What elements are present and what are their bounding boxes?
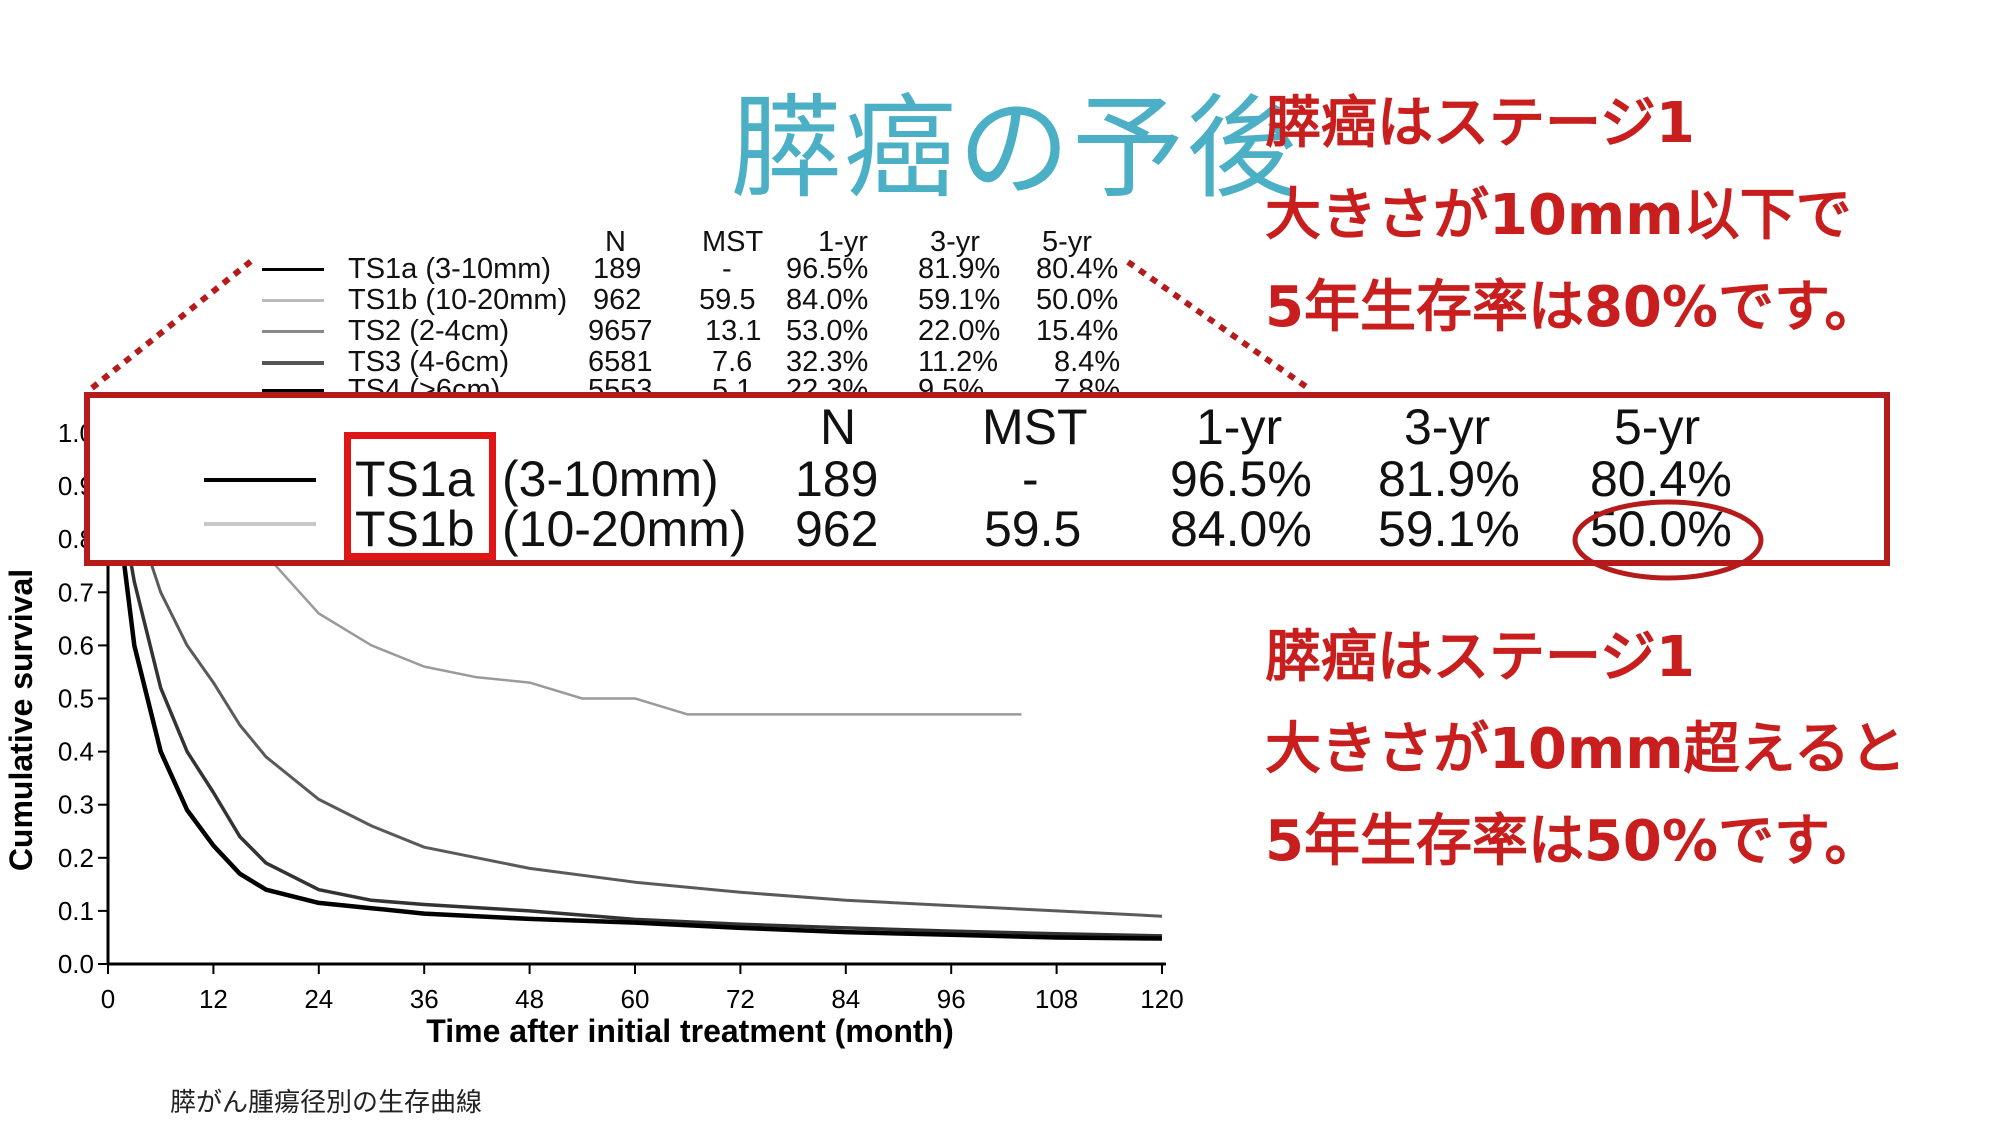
- series-line-ts3: [106, 432, 1163, 938]
- row-3yr: 22.0%: [918, 315, 1001, 347]
- row-mst: 7.6: [712, 346, 753, 378]
- legend-line-ts3: [262, 361, 324, 365]
- header-3yr: 3-yr: [930, 226, 980, 258]
- row-5yr: 8.4%: [1054, 346, 1121, 378]
- note-ts1b-line1: 膵癌はステージ1: [1265, 625, 1695, 690]
- row-3yr: 11.2%: [918, 346, 999, 378]
- y-tick-label: 0.3: [58, 790, 94, 820]
- zoom-5yr: 80.4%: [1590, 451, 1732, 507]
- zoom-tag: TS1b: [355, 501, 475, 557]
- x-tick-label: 12: [199, 984, 228, 1014]
- row-1yr: 84.0%: [786, 284, 869, 316]
- y-tick-label: 0.1: [58, 896, 94, 926]
- x-tick-label: 0: [101, 984, 115, 1014]
- figure-caption: 膵がん腫瘍径別の生存曲線: [170, 1088, 483, 1118]
- legend-line-ts1a: [262, 268, 324, 271]
- highlight-5yr-ellipse: [1572, 499, 1764, 581]
- y-tick-label: 0.0: [58, 949, 94, 979]
- zoom-3yr: 81.9%: [1378, 451, 1520, 507]
- zoom-legend-line-ts1b: [204, 522, 316, 526]
- row-5yr: 80.4%: [1036, 253, 1119, 285]
- x-tick-label: 120: [1140, 984, 1183, 1014]
- row-label: TS3 (4-6cm): [348, 346, 510, 378]
- y-tick-label: 0.2: [58, 843, 94, 873]
- x-tick-label: 96: [937, 984, 966, 1014]
- header-5yr: 5-yr: [1042, 226, 1092, 258]
- row-label: TS1a (3-10mm): [348, 253, 552, 285]
- zoom-header-1yr: 1-yr: [1196, 399, 1283, 455]
- row-n: 9657: [588, 315, 653, 347]
- row-1yr: 96.5%: [786, 253, 869, 285]
- header-1yr: 1-yr: [818, 226, 868, 258]
- x-tick-label: 108: [1035, 984, 1078, 1014]
- zoomed-table-box: [84, 392, 1890, 566]
- page-title: 膵癌の予後: [730, 84, 1300, 214]
- zoom-1yr: 84.0%: [1170, 501, 1312, 557]
- x-tick-label: 48: [515, 984, 544, 1014]
- row-mst: 13.1: [705, 315, 762, 347]
- x-axis-label: Time after initial treatment (month): [426, 1013, 953, 1049]
- series-line-ts2: [106, 432, 1163, 918]
- zoom-mst: -: [1022, 451, 1039, 507]
- row-mst: -: [722, 253, 732, 285]
- zoom-header-mst: MST: [982, 399, 1088, 455]
- note-ts1a-line3: 5年生存率は80%です。: [1265, 275, 1881, 340]
- note-ts1b-line3: 5年生存率は50%です。: [1265, 809, 1881, 874]
- row-n: 189: [593, 253, 642, 285]
- x-tick-label: 60: [621, 984, 650, 1014]
- row-3yr: 59.1%: [918, 284, 1001, 316]
- y-tick-label: 0.6: [58, 630, 94, 660]
- zoom-header-5yr: 5-yr: [1614, 399, 1701, 455]
- legend-line-ts1b: [262, 299, 324, 302]
- chart-series: [105, 431, 1163, 941]
- row-n: 962: [593, 284, 642, 316]
- row-1yr: 53.0%: [786, 315, 869, 347]
- zoom-size: (3-10mm): [502, 451, 719, 507]
- row-label: TS2 (2-4cm): [348, 315, 510, 347]
- zoom-legend-line-ts1a: [204, 478, 316, 482]
- zoom-1yr: 96.5%: [1170, 451, 1312, 507]
- zoom-header-n: N: [820, 399, 857, 455]
- zoom-n: 962: [795, 501, 879, 557]
- row-n: 6581: [588, 346, 653, 378]
- callout-line-right: [1126, 259, 1310, 391]
- row-mst: 59.5: [699, 284, 756, 316]
- row-5yr: 50.0%: [1036, 284, 1119, 316]
- x-tick-label: 36: [410, 984, 439, 1014]
- note-ts1a-line2: 大きさが10mm以下で: [1265, 183, 1852, 248]
- x-ticks: 0 12 24 36 48 60 72 84 96 108 120: [101, 964, 1184, 1014]
- zoom-mst: 59.5: [984, 501, 1082, 557]
- x-tick-label: 24: [304, 984, 333, 1014]
- x-tick-label: 72: [726, 984, 755, 1014]
- header-n: N: [605, 226, 626, 258]
- zoom-tag: TS1a: [355, 451, 475, 507]
- tag-highlight-box: [344, 432, 496, 560]
- row-1yr: 32.3%: [786, 346, 869, 378]
- header-mst: MST: [702, 226, 764, 258]
- legend-line-ts2: [262, 330, 324, 333]
- row-label: TS1b (10-20mm): [348, 284, 568, 316]
- series-line-ts4: [105, 432, 1163, 941]
- row-3yr: 81.9%: [918, 253, 1001, 285]
- x-tick-label: 84: [831, 984, 860, 1014]
- note-ts1a-line1: 膵癌はステージ1: [1265, 91, 1695, 156]
- zoom-header-3yr: 3-yr: [1404, 399, 1491, 455]
- zoom-3yr: 59.1%: [1378, 501, 1520, 557]
- legend-line-ts4: [262, 389, 324, 394]
- note-ts1a: 膵癌はステージ1 大きさが10mm以下で 5年生存率は80%です。: [1265, 78, 1880, 354]
- y-tick-label: 0.4: [58, 737, 94, 767]
- y-axis-label: Cumulative survival: [3, 569, 39, 871]
- zoom-n: 189: [795, 451, 879, 507]
- zoom-size: (10-20mm): [502, 501, 747, 557]
- note-ts1b: 膵癌はステージ1 大きさが10mm超えると 5年生存率は50%です。: [1265, 612, 1906, 888]
- y-tick-label: 0.5: [58, 684, 94, 714]
- callout-line-left: [90, 255, 257, 391]
- row-5yr: 15.4%: [1036, 315, 1119, 347]
- y-tick-label: 0.7: [58, 577, 94, 607]
- note-ts1b-line2: 大きさが10mm超えると: [1265, 717, 1906, 782]
